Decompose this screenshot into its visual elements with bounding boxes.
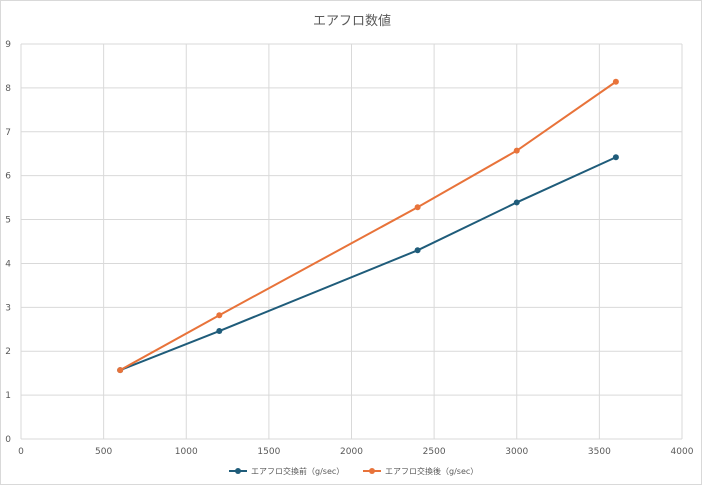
data-point: [513, 199, 520, 206]
x-tick-label: 2500: [423, 447, 446, 457]
legend: エアフロ交換前（g/sec） エアフロ交換後（g/sec）: [229, 466, 478, 476]
y-tick-label: 0: [5, 435, 11, 445]
data-point: [612, 78, 619, 85]
series-line-2: [119, 80, 617, 371]
y-tick-label: 7: [5, 128, 11, 138]
data-point: [414, 247, 421, 254]
data-point: [612, 154, 619, 161]
x-tick-label: 1500: [257, 447, 280, 457]
data-point: [216, 312, 223, 319]
y-tick-label: 2: [5, 347, 11, 357]
legend-label-1: エアフロ交換前（g/sec）: [251, 466, 344, 476]
axis-tick-labels: 0 500 1000 1500 2000 2500 3000 3500 4000 0 1 2 3 4 5 6 7…: [5, 40, 693, 457]
data-point: [117, 367, 124, 374]
x-tick-label: 3500: [588, 447, 611, 457]
y-tick-label: 5: [5, 216, 11, 226]
x-tick-label: 0: [18, 447, 24, 457]
y-tick-label: 4: [5, 259, 11, 269]
x-tick-label: 500: [95, 447, 112, 457]
y-tick-label: 6: [5, 172, 11, 182]
legend-label-2: エアフロ交換後（g/sec）: [385, 466, 478, 476]
legend-marker-2: [369, 468, 375, 474]
y-tick-label: 8: [5, 84, 11, 94]
y-tick-label: 3: [5, 303, 11, 313]
data-point: [216, 328, 223, 335]
data-series: [117, 78, 619, 374]
legend-marker-1: [235, 468, 241, 474]
x-tick-label: 2000: [340, 447, 363, 457]
grid-lines: [20, 43, 683, 440]
x-tick-label: 3000: [505, 447, 528, 457]
y-tick-label: 9: [5, 40, 11, 50]
data-point: [513, 147, 520, 154]
chart-title: エアフロ数値: [313, 13, 391, 29]
y-tick-label: 1: [5, 391, 11, 401]
x-tick-label: 4000: [671, 447, 694, 457]
x-tick-label: 1000: [175, 447, 198, 457]
data-point: [414, 204, 421, 211]
